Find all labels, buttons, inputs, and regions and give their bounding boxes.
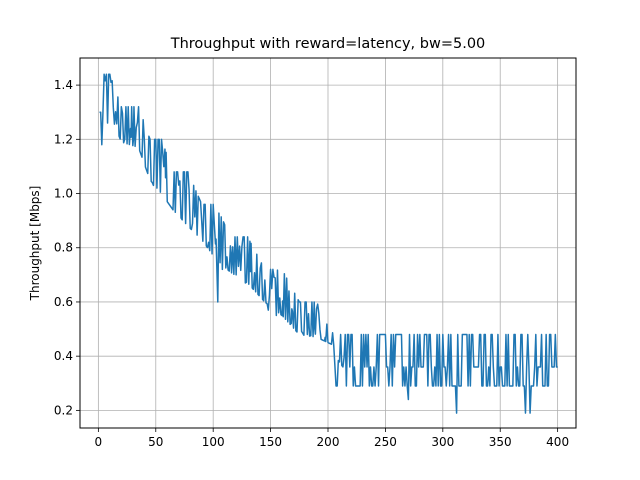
- x-tick-label: 350: [489, 435, 512, 449]
- x-tick-label: 100: [202, 435, 225, 449]
- x-tick-label: 0: [95, 435, 103, 449]
- chart-title: Throughput with reward=latency, bw=5.00: [170, 36, 486, 52]
- y-tick-label: 0.6: [54, 295, 73, 309]
- x-tick-label: 300: [431, 435, 454, 449]
- x-tick-label: 250: [374, 435, 397, 449]
- throughput-series-line: [99, 73, 558, 414]
- plot-area: [99, 73, 558, 414]
- y-tick-label: 1.2: [54, 132, 73, 146]
- x-tick-label: 400: [546, 435, 569, 449]
- y-tick-label: 1.0: [54, 187, 73, 201]
- y-tick-label: 0.4: [54, 349, 73, 363]
- x-tick-label: 50: [148, 435, 163, 449]
- x-tick-label: 150: [259, 435, 282, 449]
- grid-lines: [80, 58, 576, 428]
- y-tick-label: 1.4: [54, 78, 73, 92]
- y-axis-label: Throughput [Mbps]: [28, 186, 42, 302]
- x-axis-ticks: 0 50 100 150 200 250 300 350 400: [95, 428, 569, 449]
- x-tick-label: 200: [317, 435, 340, 449]
- y-tick-label: 0.8: [54, 241, 73, 255]
- y-axis-ticks: 0.2 0.4 0.6 0.8 1.0 1.2 1.4: [54, 78, 80, 417]
- y-tick-label: 0.2: [54, 403, 73, 417]
